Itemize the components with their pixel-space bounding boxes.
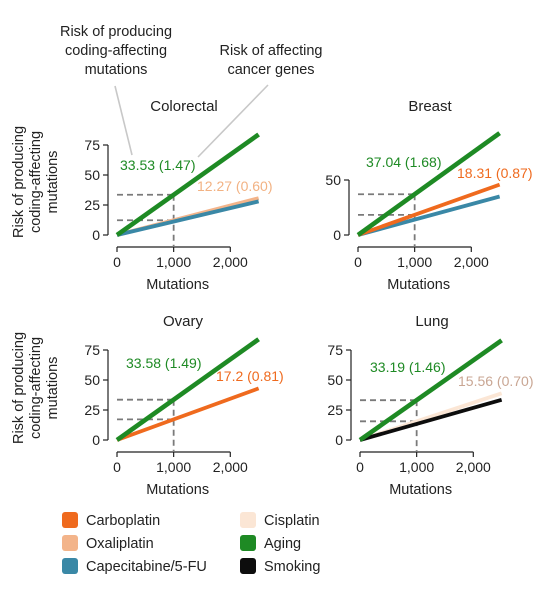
y-tick-label: 50: [84, 372, 100, 388]
callout-right-line-2: cancer genes: [227, 62, 314, 78]
ylabel-row2: Risk of producing coding-affecting mutat…: [11, 332, 61, 444]
y-tick-label: 75: [327, 342, 343, 358]
panel-title: Breast: [408, 98, 452, 115]
legend-label-aging: Aging: [264, 536, 301, 552]
callout-right-leader: [197, 84, 269, 158]
x-tick-label: 0: [113, 459, 121, 475]
x-tick-label: 2,000: [454, 254, 489, 270]
value-label-aging: 37.04 (1.68): [366, 154, 442, 170]
y-tick-label: 50: [327, 372, 343, 388]
x-tick-label: 2,000: [456, 459, 491, 475]
legend-label-carboplatin: Carboplatin: [86, 513, 160, 529]
x-tick-label: 1,000: [399, 459, 434, 475]
series-line-smoking: [359, 397, 503, 442]
y-tick-label: 0: [333, 227, 341, 243]
callout-left-leader: [114, 85, 133, 156]
value-label-cisplatin: 15.56 (0.70): [458, 373, 534, 389]
legend-label-smoking: Smoking: [264, 559, 320, 575]
x-tick-label: 2,000: [213, 459, 248, 475]
x-axis-label: Mutations: [146, 482, 209, 498]
callout-left: Risk of producing coding-affecting mutat…: [60, 24, 172, 156]
y-tick-label: 25: [84, 197, 100, 213]
x-axis-label: Mutations: [387, 277, 450, 293]
series-line-capecitabine-5-fu: [116, 199, 260, 237]
x-tick-label: 1,000: [156, 254, 191, 270]
ylabel-line-2: coding-affecting: [28, 337, 44, 439]
ylabel-line-1: Risk of producing: [11, 126, 27, 238]
series-line-aging: [358, 338, 503, 442]
legend-swatch-smoking: [240, 558, 256, 574]
ylabel-line-2: coding-affecting: [28, 131, 44, 233]
legend-swatch-oxaliplatin: [62, 535, 78, 551]
callout-left-line-3: mutations: [85, 62, 148, 78]
legend-swatch-aging: [240, 535, 256, 551]
y-tick-label: 50: [84, 167, 100, 183]
x-tick-label: 1,000: [156, 459, 191, 475]
x-axis-label: Mutations: [389, 482, 452, 498]
value-label-carboplatin: 17.2 (0.81): [216, 368, 284, 384]
series-line-carboplatin: [357, 182, 501, 237]
x-tick-label: 0: [354, 254, 362, 270]
legend: Carboplatin Cisplatin Oxaliplatin Aging Cape…: [62, 512, 320, 575]
y-tick-label: 75: [84, 137, 100, 153]
callout-left-line-2: coding-affecting: [65, 43, 167, 59]
value-label-oxaliplatin: 12.27 (0.60): [197, 178, 273, 194]
panel-title: Colorectal: [150, 98, 218, 115]
ylabel-line-3: mutations: [45, 151, 61, 214]
ylabel-line-3: mutations: [45, 357, 61, 420]
y-tick-label: 75: [84, 342, 100, 358]
value-label-carboplatin: 18.31 (0.87): [457, 165, 533, 181]
x-tick-label: 0: [356, 459, 364, 475]
x-axis-label: Mutations: [146, 277, 209, 293]
value-label-aging: 33.19 (1.46): [370, 359, 446, 375]
y-tick-label: 0: [92, 227, 100, 243]
legend-label-cisplatin: Cisplatin: [264, 513, 320, 529]
value-label-aging: 33.53 (1.47): [120, 157, 196, 173]
legend-swatch-capecitabine-5-fu: [62, 558, 78, 574]
x-tick-label: 0: [113, 254, 121, 270]
panel-title: Lung: [415, 313, 448, 330]
series-line-aging: [356, 131, 501, 237]
x-tick-label: 2,000: [213, 254, 248, 270]
y-tick-label: 50: [325, 172, 341, 188]
x-tick-label: 1,000: [397, 254, 432, 270]
y-tick-label: 25: [84, 402, 100, 418]
series-line-aging: [115, 337, 260, 442]
panel-title: Ovary: [163, 313, 204, 330]
y-tick-label: 0: [335, 432, 343, 448]
legend-label-oxaliplatin: Oxaliplatin: [86, 536, 154, 552]
series-line-carboplatin: [116, 386, 260, 442]
callout-right: Risk of affecting cancer genes: [197, 43, 323, 158]
ylabel-row1: Risk of producing coding-affecting mutat…: [11, 126, 61, 238]
y-tick-label: 0: [92, 432, 100, 448]
legend-swatch-cisplatin: [240, 512, 256, 528]
series-line-aging: [115, 132, 260, 237]
legend-swatch-carboplatin: [62, 512, 78, 528]
callout-right-line-1: Risk of affecting: [220, 43, 323, 59]
legend-label-capecitabine-5-fu: Capecitabine/5-FU: [86, 559, 207, 575]
ylabel-line-1: Risk of producing: [11, 332, 27, 444]
value-label-aging: 33.58 (1.49): [126, 355, 202, 371]
callout-left-line-1: Risk of producing: [60, 24, 172, 40]
y-tick-label: 25: [327, 402, 343, 418]
